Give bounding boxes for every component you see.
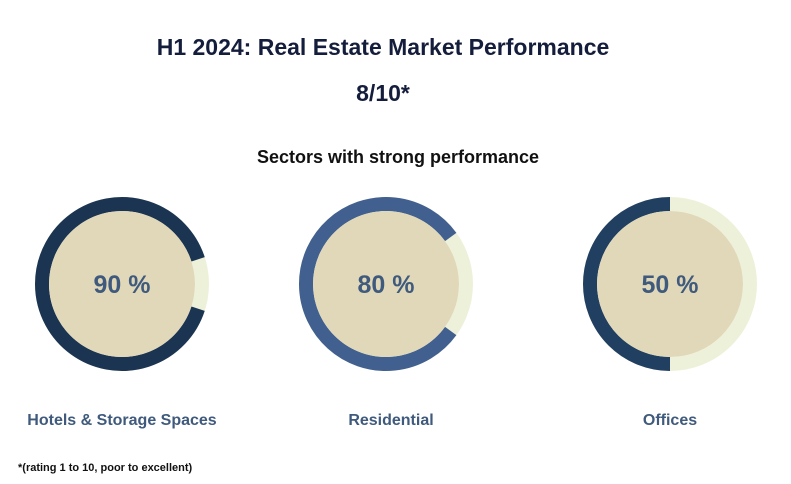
footnote: *(rating 1 to 10, poor to excellent) <box>18 462 193 474</box>
overall-rating: 8/10* <box>356 80 410 106</box>
chart-subtitle: Sectors with strong performance <box>256 147 540 167</box>
category-label-hotels-storage: Hotels & Storage Spaces <box>27 412 217 429</box>
donut-inner-residential <box>313 211 459 357</box>
donut-arc-hotels-storage <box>35 197 205 371</box>
donut-arc-residential <box>299 197 457 371</box>
donut-value-residential: 80 % <box>358 271 415 299</box>
donut-value-hotels-storage: 90 % <box>94 271 151 299</box>
donut-inner-hotels-storage <box>49 211 195 357</box>
category-label-offices: Offices <box>642 412 698 429</box>
donut-inner-offices <box>597 211 743 357</box>
page-title: H1 2024: Real Estate Market Performance <box>156 34 610 60</box>
category-label-residential: Residential <box>348 412 434 429</box>
donut-arc-offices <box>583 197 671 371</box>
donut-value-offices: 50 % <box>642 271 699 299</box>
